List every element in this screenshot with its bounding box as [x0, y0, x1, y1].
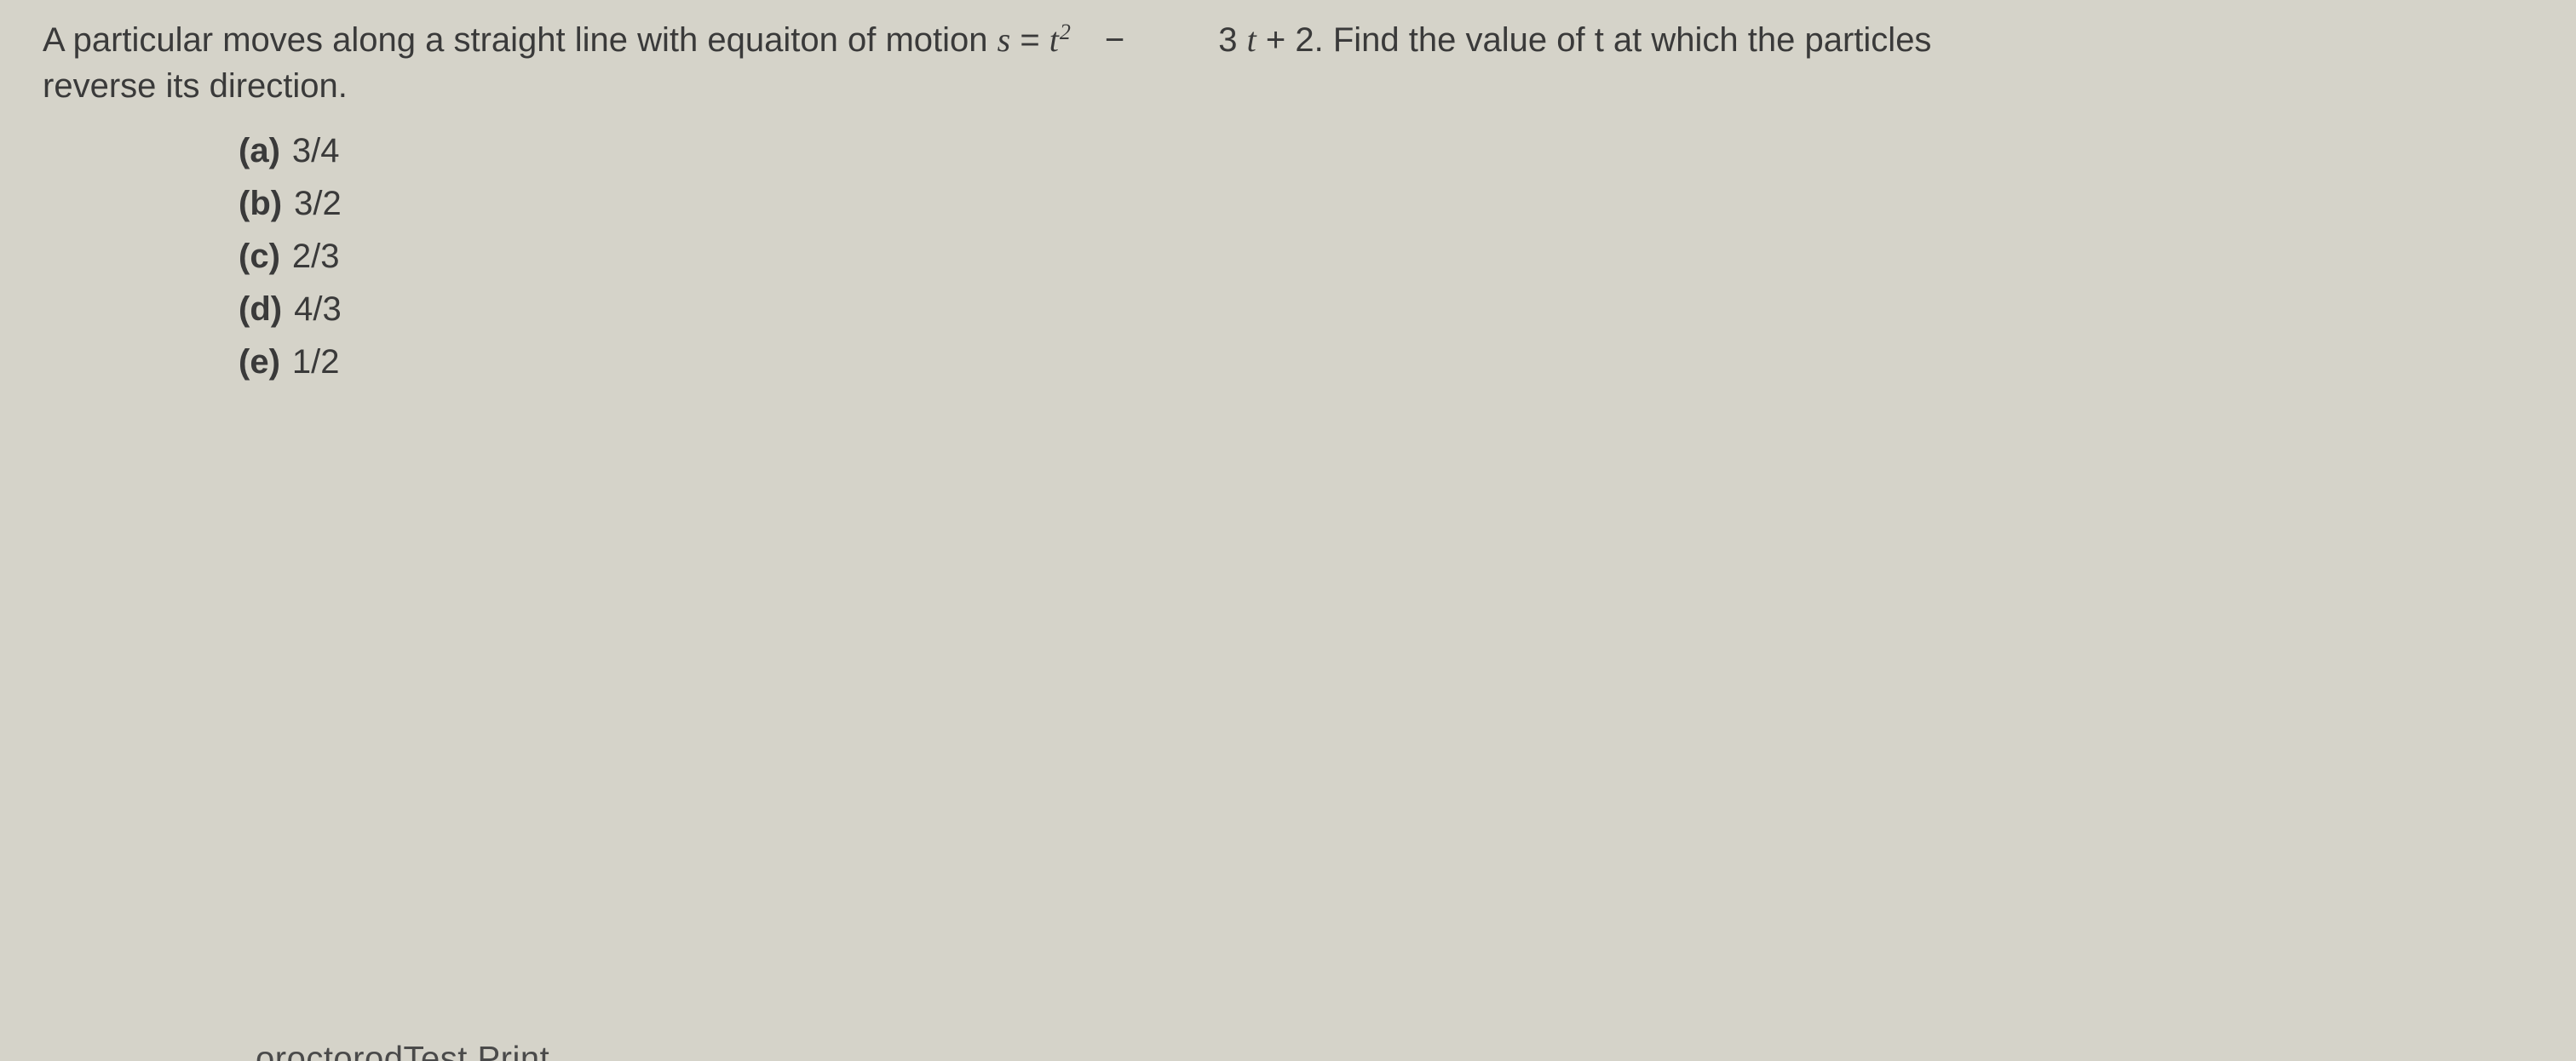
question-stem-line2: reverse its direction.: [43, 63, 2533, 109]
option-label: (b): [239, 177, 282, 230]
eq-equals: =: [1010, 17, 1049, 63]
stem-pre-text: A particular moves along a straight line…: [43, 17, 998, 63]
question-stem-line1: A particular moves along a straight line…: [43, 17, 2533, 63]
eq-rhs-var: t: [1049, 17, 1059, 63]
option-text: 3/4: [292, 124, 340, 177]
eq-minus: −: [1105, 17, 1124, 63]
footer-cropped-text: oroctorodTest Print: [256, 1040, 549, 1061]
option-text: 1/2: [292, 336, 340, 388]
options-list: (a) 3/4 (b) 3/2 (c) 2/3 (d) 4/3 (e) 1/2: [239, 124, 2533, 388]
option-text: 4/3: [294, 283, 342, 336]
eq-tail-var: t: [1247, 17, 1256, 63]
option-label: (a): [239, 124, 280, 177]
stem-post-text: . Find the value of t at which the parti…: [1314, 17, 1932, 63]
option-text: 3/2: [294, 177, 342, 230]
question-block: A particular moves along a straight line…: [43, 17, 2533, 388]
option-label: (e): [239, 336, 280, 388]
eq-tail-rest: + 2: [1256, 17, 1314, 63]
eq-rhs-exponent: 2: [1060, 17, 1071, 47]
option-d[interactable]: (d) 4/3: [239, 283, 2533, 336]
option-a[interactable]: (a) 3/4: [239, 124, 2533, 177]
option-b[interactable]: (b) 3/2: [239, 177, 2533, 230]
option-c[interactable]: (c) 2/3: [239, 230, 2533, 283]
page-root: A particular moves along a straight line…: [0, 0, 2576, 1061]
option-label: (c): [239, 230, 280, 283]
eq-lhs-var: s: [998, 17, 1011, 63]
option-e[interactable]: (e) 1/2: [239, 336, 2533, 388]
option-text: 2/3: [292, 230, 340, 283]
eq-tail-coef: 3: [1218, 17, 1246, 63]
option-label: (d): [239, 283, 282, 336]
